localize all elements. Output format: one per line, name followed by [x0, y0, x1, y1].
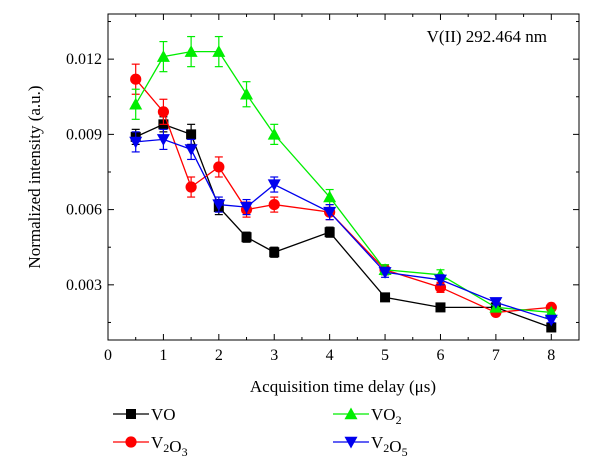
data-point [184, 144, 198, 156]
data-point [185, 181, 197, 193]
x-tick-label: 6 [436, 347, 444, 364]
x-tick-label: 2 [215, 347, 223, 364]
y-tick-label: 0.009 [66, 126, 102, 143]
x-tick-label: 3 [270, 347, 278, 364]
data-point [435, 302, 446, 313]
x-tick-label: 4 [326, 347, 334, 364]
data-point [156, 134, 170, 146]
x-axis-label: Acquisition time delay (μs) [250, 377, 436, 396]
data-point [267, 127, 281, 140]
series-line [135, 78, 552, 314]
legend-item-vo: VO [113, 405, 176, 424]
data-point [125, 436, 137, 448]
data-point [344, 436, 358, 449]
y-tick-label: 0.003 [66, 277, 102, 294]
legend-label: VO2 [371, 405, 402, 427]
legend-label: V2O5 [371, 433, 408, 459]
data-point [544, 305, 558, 318]
x-axis: 0 1 2 3 4 5 6 7 8 [104, 14, 555, 364]
data-point [130, 73, 142, 85]
data-point [269, 247, 280, 258]
legend-item-vo2: VO2 [333, 405, 402, 427]
x-tick-label: 0 [104, 347, 112, 364]
data-point [157, 106, 170, 118]
data-point [240, 87, 254, 100]
series-line [135, 138, 552, 321]
annotation-label: V(II) 292.464 nm [427, 27, 547, 46]
data-point [324, 227, 335, 238]
x-tick-label: 5 [381, 347, 389, 364]
data-point [267, 179, 281, 192]
series-v2o3 [130, 63, 557, 319]
data-point [268, 198, 280, 211]
data-point [129, 136, 143, 149]
data-point [546, 322, 557, 333]
data-point [184, 45, 198, 57]
data-point [380, 292, 391, 303]
x-tick-label: 1 [159, 347, 167, 364]
y-axis-label: Normalized intensity (a.u.) [25, 85, 44, 268]
data-point [323, 190, 337, 203]
y-axis: 0.003 0.006 0.009 0.012 [66, 21, 579, 323]
data-point [544, 314, 558, 327]
legend: VO V2O3 VO2 V2O5 [113, 405, 408, 459]
series-layer [129, 35, 558, 333]
data-point [129, 97, 143, 110]
data-point [433, 274, 447, 287]
plot-frame [107, 13, 580, 341]
y-tick-label: 0.012 [66, 51, 102, 68]
data-point [212, 45, 226, 57]
data-point [241, 232, 252, 243]
x-tick-label: 7 [492, 347, 500, 364]
y-tick-label: 0.006 [66, 202, 102, 219]
data-point [240, 201, 254, 214]
data-point [378, 267, 392, 279]
legend-item-v2o3: V2O3 [113, 433, 188, 459]
data-point [186, 129, 197, 140]
series-v2o5 [129, 128, 558, 327]
data-point [212, 199, 226, 212]
data-point [489, 297, 503, 309]
x-tick-label: 8 [547, 347, 555, 364]
legend-label: VO [151, 405, 176, 424]
data-point [156, 50, 170, 62]
legend-label: V2O3 [151, 433, 188, 459]
data-point [126, 409, 136, 419]
legend-item-v2o5: V2O5 [333, 433, 408, 459]
data-point [323, 206, 337, 219]
data-point [213, 161, 225, 173]
data-point [344, 407, 358, 420]
